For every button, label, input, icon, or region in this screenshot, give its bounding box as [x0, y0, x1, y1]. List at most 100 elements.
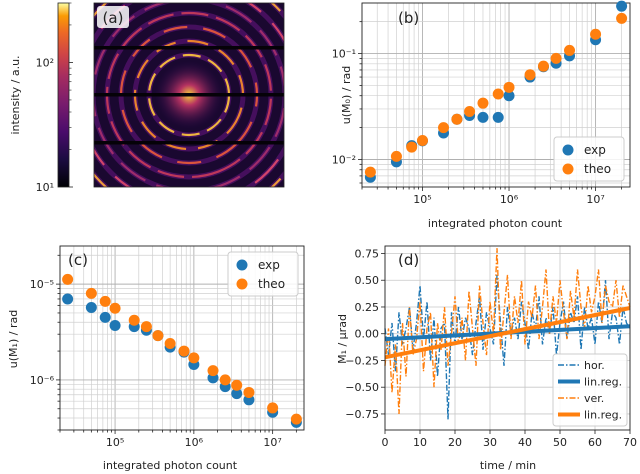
d-xlabel: time / min [480, 459, 536, 472]
panel-b: (b) 10⁵ 10⁶ 10⁷ 10⁻² 10⁻¹ exp theo [332, 0, 631, 206]
detector-gap-1 [94, 46, 284, 50]
data-point-theo [140, 321, 152, 333]
axes-frame [384, 245, 631, 431]
data-point-theo [85, 287, 97, 299]
panel-a: 10¹ 10² intensity / a.u. (a) [9, 2, 285, 194]
data-point-theo [152, 330, 164, 342]
x-tick-label: 10⁶ [500, 193, 519, 206]
legend: hor. lin.reg. ver. lin.reg. [552, 353, 628, 427]
data-point-theo [492, 88, 504, 100]
data-point-theo [219, 374, 231, 386]
d-ylabel: M₁ / μrad [336, 314, 349, 364]
detector-gap-2 [94, 93, 284, 97]
data-point-theo [416, 135, 428, 147]
data-point-theo [290, 413, 302, 425]
x-tick-label: 30 [483, 436, 497, 449]
data-point-exp [62, 293, 74, 305]
diffraction-ring [94, 3, 284, 187]
x-tick-label: 10⁵ [106, 436, 124, 449]
panel-label-c: (c) [68, 251, 88, 269]
legend-marker [562, 144, 574, 156]
x-tick-label: 10⁷ [263, 436, 281, 449]
data-point-theo [550, 52, 562, 64]
y-tick-label: −0.25 [345, 354, 379, 367]
data-point-exp [492, 111, 504, 123]
data-point-theo [451, 113, 463, 125]
colorbar-tick-label: 10² [36, 56, 54, 69]
legend: exp theo [227, 251, 299, 297]
data-point-theo [164, 337, 176, 349]
c-ylabel: u(M₁) / rad [7, 310, 20, 368]
legend: exp theo [553, 136, 625, 182]
legend-label: lin.reg. [584, 376, 622, 389]
data-point-theo [438, 122, 450, 134]
x-tick-label: 40 [518, 436, 532, 449]
axes-frame [59, 245, 305, 431]
data-point-exp [99, 311, 111, 323]
data-point-theo [564, 44, 576, 56]
data-point-theo [464, 105, 476, 117]
grid [361, 3, 630, 187]
data-point-theo [243, 386, 255, 398]
legend-label: lin.reg. [584, 409, 622, 422]
legend-label: ver. [584, 392, 604, 405]
y-tick-label: 10⁻² [332, 153, 356, 166]
colorbar [57, 2, 70, 188]
axes-frame [361, 2, 631, 188]
panel-label-d: (d) [398, 251, 419, 269]
y-tick-label: 10⁻¹ [332, 48, 356, 61]
data-point-theo [364, 166, 376, 178]
x-tick-label: 70 [623, 436, 637, 449]
y-tick-label: −0.75 [345, 408, 379, 421]
legend-marker [562, 163, 574, 175]
panel-label-a: (a) [103, 9, 124, 27]
b-ylabel: u(M₀) / rad [340, 66, 353, 124]
legend-label: exp [258, 258, 280, 272]
c-xlabel: integrated photon count [103, 459, 238, 472]
data-point-theo [207, 365, 219, 377]
data-point-theo [524, 69, 536, 81]
series-line-hor [384, 274, 631, 420]
data-point-exp [503, 90, 515, 102]
legend-label: exp [584, 143, 606, 157]
x-tick-label: 20 [448, 436, 462, 449]
data-point-theo [267, 402, 279, 414]
panel-c: (c) 10⁵ 10⁶ 10⁷ 10⁻⁶ 10⁻⁵ exp theo [30, 245, 305, 449]
data-point-exp [477, 111, 489, 123]
data-point-theo [477, 97, 489, 109]
legend-marker [236, 259, 248, 271]
y-tick-label: −0.50 [345, 381, 379, 394]
data-point-theo [503, 81, 515, 93]
panel-label-b: (b) [398, 9, 419, 27]
x-tick-label: 0 [382, 436, 389, 449]
y-tick-label: 0.25 [355, 301, 380, 314]
data-point-theo [616, 12, 628, 24]
data-point-exp [616, 0, 628, 12]
legend-marker [236, 278, 248, 290]
diffraction-ring [133, 39, 245, 151]
data-point-exp [231, 388, 243, 400]
regression-line-3 [384, 306, 631, 360]
y-tick-label: 10⁻⁶ [30, 374, 55, 387]
y-tick-label: 0.75 [355, 247, 380, 260]
x-tick-label: 60 [588, 436, 602, 449]
x-tick-label: 10⁶ [185, 436, 204, 449]
x-tick-label: 10⁷ [586, 193, 604, 206]
colorbar-tick-label: 10¹ [36, 181, 54, 194]
legend-label: theo [584, 162, 611, 176]
data-point-theo [99, 295, 111, 307]
y-tick-label: 10⁻⁵ [30, 278, 54, 291]
x-tick-label: 50 [553, 436, 567, 449]
diffraction-ring [105, 11, 273, 179]
colorbar-label: intensity / a.u. [9, 55, 22, 134]
legend-label: theo [258, 277, 285, 291]
data-point-theo [109, 302, 121, 314]
b-xlabel: integrated photon count [428, 217, 563, 230]
y-tick-label: 0.50 [355, 274, 380, 287]
data-point-theo [62, 273, 74, 285]
data-point-theo [390, 150, 402, 162]
x-tick-label: 10⁵ [413, 193, 431, 206]
y-tick-label: 0.00 [355, 328, 380, 341]
legend-label: hor. [584, 359, 605, 372]
